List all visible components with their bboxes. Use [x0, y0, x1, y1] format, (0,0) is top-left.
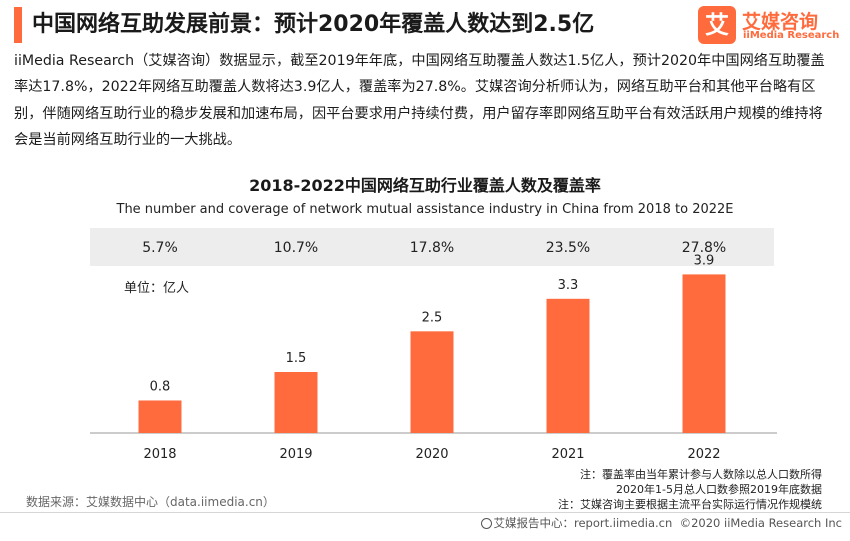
- bar-2022: [682, 274, 726, 433]
- bar-2018: [138, 400, 182, 433]
- x-tick-label: 2022: [687, 447, 720, 462]
- coverage-rate-box: [634, 228, 774, 266]
- chart-title: 2018-2022中国网络互助行业覆盖人数及覆盖率: [249, 176, 601, 195]
- page-title: 中国网络互助发展前景：预计2020年覆盖人数达到2.5亿: [32, 12, 595, 37]
- coverage-rate-box: [362, 228, 502, 266]
- coverage-rate-label: 23.5%: [546, 240, 590, 256]
- footer-divider: [0, 512, 850, 513]
- coverage-rate-box: [226, 228, 366, 266]
- data-label: 1.5: [286, 351, 307, 366]
- coverage-rate-label: 10.7%: [274, 240, 318, 256]
- copyright: ©2020 iiMedia Research Inc: [679, 516, 842, 530]
- data-label: 3.9: [694, 253, 715, 268]
- chart-subtitle: The number and coverage of network mutua…: [116, 202, 734, 217]
- globe-icon: [480, 518, 492, 529]
- logo-name-cn: 艾媒咨询: [742, 11, 819, 33]
- bar-2019: [274, 372, 318, 433]
- iimedia-logo: 艾 艾媒咨询 iiMedia Research: [698, 6, 844, 44]
- bar-2020: [410, 331, 454, 433]
- chart-notes: 注：覆盖率由当年累计参与人数除以总人口数所得 2020年1-5月总人口数参照20…: [558, 467, 822, 512]
- x-tick-label: 2019: [279, 447, 312, 462]
- data-label: 3.3: [558, 278, 579, 293]
- data-label: 0.8: [150, 379, 171, 394]
- bar-2021: [546, 298, 590, 433]
- note-line: 注：覆盖率由当年累计参与人数除以总人口数所得: [580, 468, 822, 481]
- logo-name-en: iiMedia Research: [743, 30, 840, 41]
- coverage-rate-box: [90, 228, 230, 266]
- report-center-link[interactable]: 艾媒报告中心：report.iimedia.cn: [493, 516, 673, 530]
- summary-paragraph: iiMedia Research（艾媒咨询）数据显示，截至2019年年底，中国网…: [14, 53, 825, 148]
- coverage-rate-box: [498, 228, 638, 266]
- coverage-rate-label: 5.7%: [142, 240, 178, 256]
- title-accent-bar: [14, 7, 22, 43]
- data-source: 数据来源：艾媒数据中心（data.iimedia.cn）: [26, 495, 275, 509]
- unit-label: 单位：亿人: [124, 281, 189, 296]
- coverage-rate-label: 17.8%: [410, 240, 454, 256]
- x-tick-label: 2021: [551, 447, 584, 462]
- data-label: 2.5: [422, 310, 443, 325]
- coverage-rate-label: 27.8%: [682, 240, 726, 256]
- x-tick-label: 2018: [143, 447, 176, 462]
- x-tick-label: 2020: [415, 447, 448, 462]
- logo-mark: 艾: [698, 6, 736, 44]
- footer-brand: 艾媒报告中心：report.iimedia.cn ©2020 iiMedia R…: [480, 515, 842, 531]
- note-line: 注：艾媒咨询主要根据主流平台实际运行情况作规模统: [558, 498, 822, 511]
- note-line: 2020年1-5月总人口数参照2019年底数据: [616, 483, 822, 496]
